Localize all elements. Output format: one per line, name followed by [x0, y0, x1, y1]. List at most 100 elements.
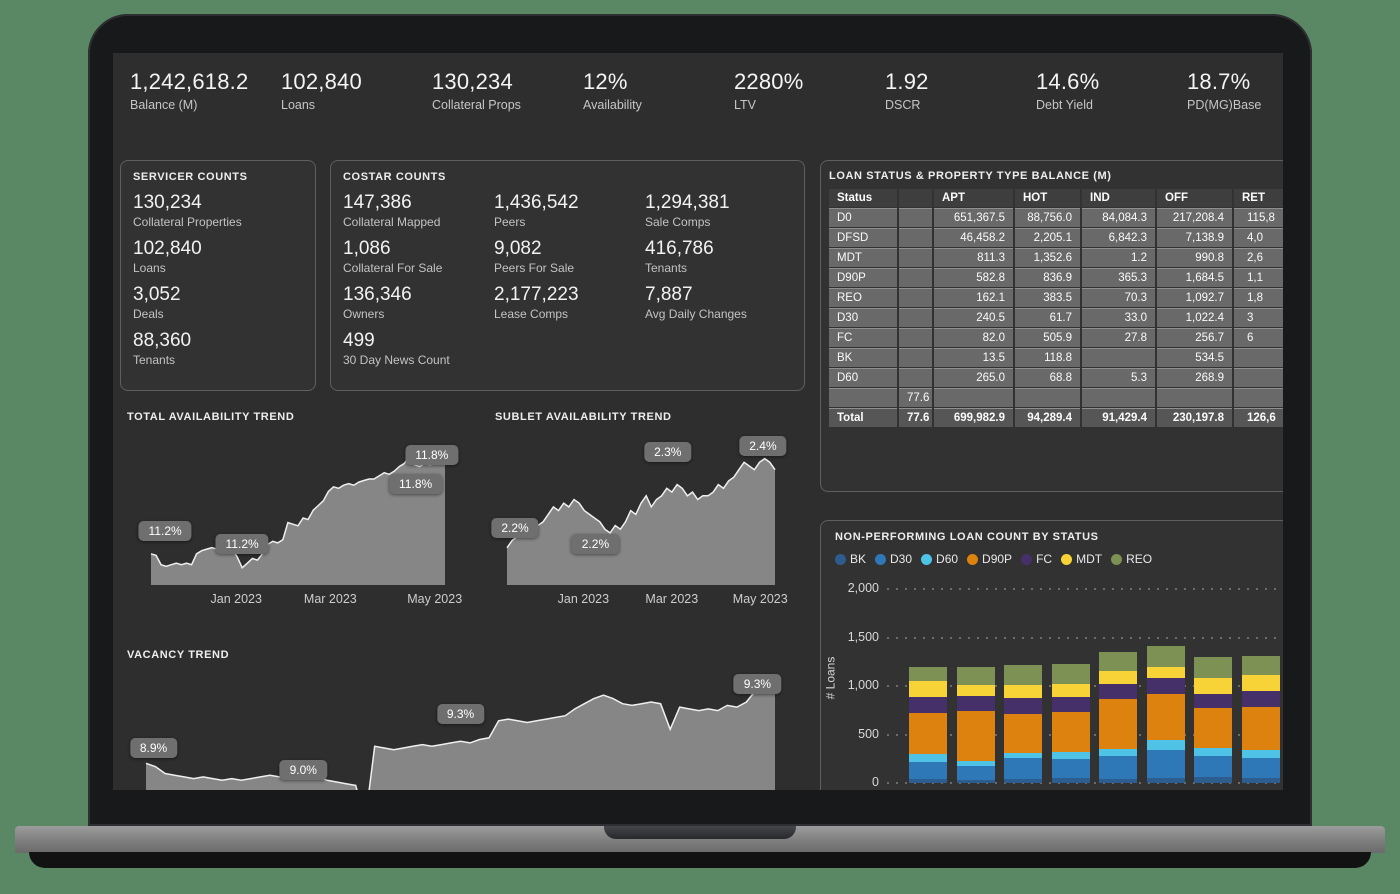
- bar-segment-bk[interactable]: [1051, 778, 1090, 783]
- vacancy-area-chart[interactable]: 8.9% 9.0% 9.3% 9.3%: [129, 668, 782, 790]
- bar-segment-reo[interactable]: [956, 666, 995, 686]
- bar-segment-d60[interactable]: [1194, 748, 1232, 757]
- table-cell: 61.7: [1015, 309, 1080, 327]
- table-row[interactable]: MDT 811.3 1,352.6 1.2 990.8 2,6: [829, 249, 1283, 267]
- bar-segment-d30[interactable]: [1004, 758, 1042, 779]
- bar-segment-d30[interactable]: [909, 762, 947, 780]
- bar-segment-d90p[interactable]: [1241, 706, 1280, 750]
- bar-segment-reo[interactable]: [1194, 656, 1232, 679]
- legend-item-mdt[interactable]: MDT: [1061, 552, 1102, 566]
- bar-segment-d30[interactable]: [956, 766, 995, 780]
- bar-segment-fc[interactable]: [956, 695, 995, 712]
- stacked-bar[interactable]: [956, 666, 995, 783]
- bar-segment-d90p[interactable]: [1051, 711, 1090, 753]
- legend-item-d30[interactable]: D30: [875, 552, 912, 566]
- bar-segment-d60[interactable]: [909, 753, 947, 763]
- bar-segment-mdt[interactable]: [1051, 683, 1090, 697]
- bar-segment-mdt[interactable]: [1146, 666, 1185, 679]
- legend-item-reo[interactable]: REO: [1111, 552, 1152, 566]
- bar-segment-bk[interactable]: [1194, 777, 1232, 783]
- legend-dot: [1061, 553, 1073, 565]
- bar-segment-reo[interactable]: [1004, 665, 1042, 686]
- table-cell: 811.3: [934, 249, 1013, 267]
- legend-item-fc[interactable]: FC: [1021, 552, 1052, 566]
- bar-segment-d90p[interactable]: [1146, 693, 1185, 741]
- bar-segment-d60[interactable]: [1146, 740, 1185, 750]
- bar-segment-d30[interactable]: [1194, 756, 1232, 778]
- bar-segment-fc[interactable]: [1146, 678, 1185, 694]
- bar-segment-d30[interactable]: [1146, 749, 1185, 778]
- bar-segment-fc[interactable]: [1051, 696, 1090, 712]
- loan-status-table[interactable]: Status APT HOT IND OFF RET D0 651,367.5 88,756.0…: [829, 189, 1283, 427]
- sublet-availability-area-chart[interactable]: 2.2% 2.2% 2.3% 2.4% Jan 2023 Mar 2023 May 2023: [491, 435, 788, 606]
- bar-segment-d60[interactable]: [1099, 748, 1137, 756]
- bar-segment-d60[interactable]: [956, 760, 995, 767]
- bar-segment-d30[interactable]: [1051, 759, 1090, 779]
- bar-segment-mdt[interactable]: [909, 681, 947, 697]
- bar-segment-reo[interactable]: [1146, 646, 1185, 667]
- vacancy-trend-section: VACANCY TREND 8.9% 9.0% 9.3% 9.3%: [120, 643, 792, 790]
- bar-segment-fc[interactable]: [1099, 683, 1137, 700]
- bar-segment-reo[interactable]: [1241, 656, 1280, 675]
- table-cell: 77.6: [899, 389, 932, 407]
- total-availability-area-chart[interactable]: 11.2% 11.2% 11.8% 11.8% Jan 2023 Mar 2023 May …: [138, 440, 462, 606]
- table-row[interactable]: D0 651,367.5 88,756.0 84,084.3 217,208.4 115,…: [829, 209, 1283, 227]
- bar-segment-fc[interactable]: [909, 696, 947, 714]
- stacked-bar[interactable]: [1146, 646, 1185, 783]
- legend-item-d60[interactable]: D60: [921, 552, 958, 566]
- table-row[interactable]: D90P 582.8 836.9 365.3 1,684.5 1,1: [829, 269, 1283, 287]
- laptop-base-notch: [604, 826, 796, 839]
- bar-segment-bk[interactable]: [1099, 778, 1137, 783]
- table-row[interactable]: D60 265.0 68.8 5.3 268.9: [829, 369, 1283, 387]
- bar-segment-bk[interactable]: [1241, 777, 1280, 783]
- table-cell: [1234, 369, 1283, 387]
- bar-segment-d30[interactable]: [1099, 755, 1137, 779]
- bar-segment-bk[interactable]: [1004, 778, 1042, 783]
- bar-segment-mdt[interactable]: [1241, 674, 1280, 691]
- legend-item-bk[interactable]: BK: [835, 552, 866, 566]
- stacked-bar[interactable]: [1099, 652, 1137, 783]
- stacked-bar[interactable]: [1194, 656, 1232, 783]
- bar-segment-bk[interactable]: [956, 779, 995, 783]
- area-chart-svg: [506, 457, 776, 585]
- data-label-callout: 9.0%: [279, 760, 327, 781]
- bar-segment-reo[interactable]: [1099, 652, 1137, 671]
- bar-segment-bk[interactable]: [1146, 777, 1185, 783]
- bar-segment-mdt[interactable]: [1099, 670, 1137, 684]
- bar-segment-reo[interactable]: [909, 666, 947, 682]
- bar-segment-reo[interactable]: [1051, 664, 1090, 684]
- table-row[interactable]: REO 162.1 383.5 70.3 1,092.7 1,8: [829, 289, 1283, 307]
- stacked-bar[interactable]: [909, 666, 947, 783]
- bar-segment-mdt[interactable]: [1004, 685, 1042, 698]
- legend-label: D90P: [982, 552, 1013, 566]
- bar-segment-d60[interactable]: [1241, 749, 1280, 758]
- npl-stacked-bar-chart[interactable]: [887, 588, 1283, 784]
- stacked-bar[interactable]: [1004, 665, 1042, 783]
- stacked-bar[interactable]: [1051, 664, 1090, 783]
- stat-label: Deals: [133, 307, 164, 321]
- legend-item-d90p[interactable]: D90P: [967, 552, 1012, 566]
- bar-segment-bk[interactable]: [909, 779, 947, 783]
- bar-segment-fc[interactable]: [1241, 690, 1280, 707]
- bar-segment-d60[interactable]: [1051, 752, 1090, 760]
- bar-segment-mdt[interactable]: [1194, 678, 1232, 694]
- bar-segment-mdt[interactable]: [956, 685, 995, 696]
- bar-segment-d90p[interactable]: [1004, 714, 1042, 753]
- x-axis-tick-label: Jan 2023: [557, 592, 610, 606]
- bar-segment-fc[interactable]: [1194, 693, 1232, 708]
- table-total-row[interactable]: Total 77.6 699,982.9 94,289.4 91,429.4 230,19…: [829, 409, 1283, 427]
- data-label-callout: 11.2%: [215, 534, 269, 555]
- table-row[interactable]: 77.6: [829, 389, 1283, 407]
- table-row[interactable]: FC 82.0 505.9 27.8 256.7 6: [829, 329, 1283, 347]
- bar-segment-d90p[interactable]: [909, 713, 947, 754]
- bar-segment-fc[interactable]: [1004, 697, 1042, 715]
- bar-segment-d90p[interactable]: [1099, 699, 1137, 749]
- table-row[interactable]: DFSD 46,458.2 2,205.1 6,842.3 7,138.9 4,0: [829, 229, 1283, 247]
- table-row[interactable]: BK 13.5 118.8 534.5: [829, 349, 1283, 367]
- bar-segment-d60[interactable]: [1004, 752, 1042, 759]
- bar-segment-d30[interactable]: [1241, 757, 1280, 778]
- table-row[interactable]: D30 240.5 61.7 33.0 1,022.4 3: [829, 309, 1283, 327]
- bar-segment-d90p[interactable]: [1194, 707, 1232, 749]
- stacked-bar[interactable]: [1241, 656, 1280, 783]
- bar-segment-d90p[interactable]: [956, 711, 995, 761]
